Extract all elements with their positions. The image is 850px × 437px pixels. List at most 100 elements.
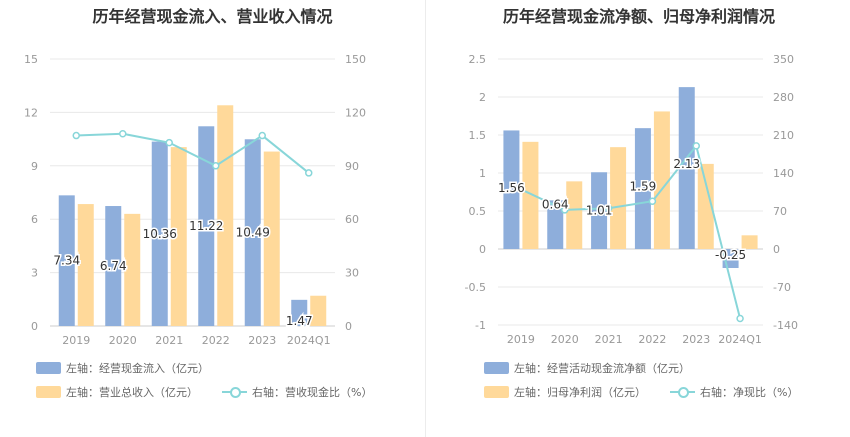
left-axis-tick-label: 3: [31, 267, 38, 280]
x-axis-tick-label: 2019: [62, 334, 90, 347]
bar-series-2: [741, 235, 758, 249]
bar-series-2: [170, 147, 187, 326]
left-axis-tick-label: 2: [479, 91, 486, 104]
left-axis-tick-label: 2.5: [469, 53, 487, 66]
legend-label: 左轴：经营现金流入（亿元）: [66, 362, 209, 375]
bar-series-1: [291, 299, 308, 326]
bar-data-label: 1.01: [586, 204, 613, 218]
legend-line-icon: [222, 386, 247, 398]
bar-data-label: 2.13: [673, 157, 700, 171]
x-axis-tick-label: 2022: [638, 333, 666, 346]
bar-data-label: 6.74: [100, 259, 127, 273]
left-axis-tick-label: 1: [479, 167, 486, 180]
left-axis-tick-label: 1.5: [469, 129, 487, 142]
bar-data-label: -0.25: [715, 248, 746, 262]
chart-title: 历年经营现金流净额、归母净利润情况: [502, 7, 775, 26]
right-axis-tick-label: 90: [345, 160, 359, 173]
left-axis-tick-label: 15: [24, 53, 38, 66]
right-axis-tick-label: 140: [773, 167, 794, 180]
right-axis-tick-label: 0: [773, 243, 780, 256]
left-axis-tick-label: 0.5: [469, 205, 487, 218]
line-point: [165, 138, 173, 147]
right-axis-tick-label: 30: [345, 267, 359, 280]
bar-series-1: [151, 141, 168, 326]
legend-item-net-operating-cash-flow[interactable]: 左轴：经营活动现金流净额（亿元）: [484, 360, 690, 376]
legend-label: 右轴：营收现金比（%）: [252, 386, 373, 399]
chart-panel-net-cash-flow: 历年经营现金流净额、归母净利润情况 -1 -0.5 0 0.5 1 1.5 2 2.5 -140…: [428, 0, 850, 437]
legend-swatch: [484, 386, 509, 398]
left-axis-tick-label: 0: [31, 320, 38, 333]
panel-divider: [425, 0, 426, 437]
right-axis-tick-label: 280: [773, 91, 794, 104]
legend-item-revenue[interactable]: 左轴：营业总收入（亿元）: [36, 384, 198, 400]
bar-series-2: [217, 105, 234, 326]
legend-swatch: [36, 386, 61, 398]
bar-data-label: 10.49: [236, 226, 270, 240]
line-point: [604, 204, 613, 213]
left-axis-tick-label: 6: [31, 213, 38, 226]
x-axis-tick-label: 2021: [155, 334, 183, 347]
line-point: [72, 131, 80, 140]
line-point: [119, 130, 127, 138]
bar-series-1: [503, 130, 520, 249]
line-point: [305, 169, 313, 177]
bar-data-label: 1.56: [498, 181, 525, 195]
right-axis-tick-label: 60: [345, 213, 359, 226]
x-axis-tick-label: 2024Q1: [287, 334, 331, 347]
legend-label: 右轴：净现比（%）: [700, 386, 799, 399]
left-axis-tick-label: -0.5: [465, 281, 486, 294]
line-point: [561, 206, 569, 214]
bar-series-1: [634, 128, 651, 249]
bar-series-1: [198, 126, 215, 326]
x-axis-tick-label: 2023: [248, 334, 276, 347]
left-axis-tick-label: 0: [479, 243, 486, 256]
bar-series-1: [547, 200, 564, 249]
bar-data-label: 1.47: [286, 314, 313, 328]
right-axis-tick-label: 350: [773, 53, 794, 66]
bar-series-2: [522, 141, 539, 249]
bar-series-1: [244, 139, 261, 326]
line-point: [648, 197, 657, 205]
bar-series-2: [77, 204, 94, 326]
bar-data-label: 0.64: [542, 197, 569, 211]
legend-item-cash-revenue-ratio[interactable]: 右轴：营收现金比（%）: [222, 384, 372, 400]
chart-title: 历年经营现金流入、营业收入情况: [92, 7, 333, 26]
right-axis-tick-label: 150: [345, 53, 366, 66]
bar-series-2: [610, 147, 627, 249]
bar-series-2: [310, 295, 327, 326]
legend-item-cash-inflow[interactable]: 左轴：经营现金流入（亿元）: [36, 360, 209, 376]
left-axis-tick-label: 9: [31, 160, 38, 173]
right-axis-tick-label: 120: [345, 106, 366, 119]
x-axis-tick-label: 2019: [507, 333, 535, 346]
right-axis-tick-label: 210: [773, 129, 794, 142]
line-point: [212, 162, 220, 170]
bar-series-2: [124, 213, 141, 326]
bar-series-2: [653, 111, 670, 249]
right-axis-tick-label: 0: [345, 320, 352, 333]
x-axis-tick-label: 2021: [595, 333, 623, 346]
bar-data-label: 11.22: [189, 219, 223, 233]
bar-series-1: [591, 172, 608, 249]
line-point: [736, 314, 744, 323]
bar-data-label: 10.36: [143, 227, 177, 241]
x-axis-tick-label: 2020: [109, 334, 137, 347]
right-axis-tick-label: 70: [773, 205, 787, 218]
bar-series-1: [105, 206, 122, 326]
x-axis-tick-label: 2024Q1: [718, 333, 762, 346]
bar-series-2: [566, 181, 583, 249]
chart-panel-cash-inflow: 历年经营现金流入、营业收入情况 0 3 6 9 12 15 0 30 60 90 120 150 201…: [24, 7, 372, 400]
bar-series-1: [678, 87, 695, 250]
legend-label: 左轴：经营活动现金流净额（亿元）: [514, 362, 690, 375]
legend-item-net-profit[interactable]: 左轴：归母净利润（亿元）: [484, 384, 646, 400]
right-axis-tick-label: -70: [773, 281, 791, 294]
left-axis-tick-label: 12: [24, 106, 38, 119]
legend-item-net-cash-ratio[interactable]: 右轴：净现比（%）: [670, 384, 798, 400]
bar-data-label: 1.59: [630, 180, 657, 194]
bar-series-2: [697, 163, 714, 249]
legend-swatch: [484, 362, 509, 374]
right-axis-tick-label: -140: [773, 319, 798, 332]
x-axis-tick-label: 2023: [682, 333, 710, 346]
line-point: [517, 185, 525, 194]
x-axis-tick-label: 2020: [551, 333, 579, 346]
